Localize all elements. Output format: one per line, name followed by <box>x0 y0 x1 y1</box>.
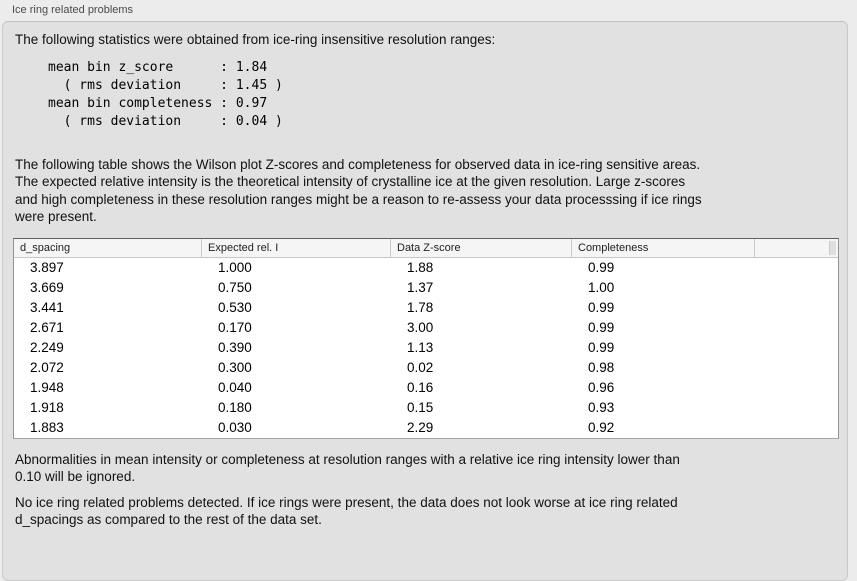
table-row[interactable]: 3.669 0.750 1.37 1.00 <box>14 278 838 298</box>
table-cell: 1.37 <box>407 279 434 295</box>
column-header[interactable]: Completeness <box>572 238 755 257</box>
table-cell: 0.99 <box>588 319 615 335</box>
table-cell: 0.92 <box>588 419 615 435</box>
table-cell: 0.98 <box>588 359 615 375</box>
table-row[interactable]: 1.883 0.030 2.29 0.92 <box>14 418 838 438</box>
table-cell: 0.99 <box>588 339 615 355</box>
table-cell: 0.170 <box>218 319 252 335</box>
summary-stats-block: mean bin z_score : 1.84 ( rms deviation … <box>48 59 283 129</box>
table-body: 3.897 1.000 1.88 0.99 3.669 0.750 1.37 1.00 3.44… <box>14 258 838 438</box>
table-cell: 2.671 <box>30 319 64 335</box>
table-cell: 0.750 <box>218 279 252 295</box>
intro-text: The following statistics were obtained f… <box>15 32 496 47</box>
table-description: The following table shows the Wilson plo… <box>15 156 702 225</box>
table-cell: 0.93 <box>588 399 615 415</box>
table-cell: 0.99 <box>588 299 615 315</box>
table-cell: 0.96 <box>588 379 615 395</box>
table-cell: 3.441 <box>30 299 64 315</box>
ice-ring-table: d_spacing Expected rel. I Data Z-score Comp… <box>13 237 839 439</box>
table-cell: 1.00 <box>588 279 615 295</box>
table-cell: 2.249 <box>30 339 64 355</box>
table-row[interactable]: 1.918 0.180 0.15 0.93 <box>14 398 838 418</box>
table-cell: 0.180 <box>218 399 252 415</box>
ignore-rule-note: Abnormalities in mean intensity or compl… <box>15 451 680 485</box>
table-cell: 3.00 <box>407 319 434 335</box>
table-header-filler <box>755 239 838 257</box>
table-cell: 1.88 <box>407 259 434 275</box>
table-cell: 0.300 <box>218 359 252 375</box>
table-row[interactable]: 2.671 0.170 3.00 0.99 <box>14 318 838 338</box>
panel-title: Ice ring related problems <box>12 4 134 16</box>
table-row[interactable]: 1.948 0.040 0.16 0.96 <box>14 378 838 398</box>
table-row[interactable]: 3.897 1.000 1.88 0.99 <box>14 258 838 278</box>
table-cell: 3.897 <box>30 259 64 275</box>
table-cell: 1.13 <box>407 339 434 355</box>
table-cell: 0.15 <box>407 399 434 415</box>
table-cell: 0.16 <box>407 379 434 395</box>
table-cell: 1.78 <box>407 299 434 315</box>
table-cell: 3.669 <box>30 279 64 295</box>
table-cell: 0.99 <box>588 259 615 275</box>
table-cell: 1.948 <box>30 379 64 395</box>
conclusion-note: No ice ring related problems detected. I… <box>15 494 678 528</box>
table-cell: 0.02 <box>407 359 434 375</box>
table-row[interactable]: 2.249 0.390 1.13 0.99 <box>14 338 838 358</box>
column-header[interactable]: Data Z-score <box>391 238 572 257</box>
header-scroll-corner <box>829 240 836 255</box>
table-cell: 0.390 <box>218 339 252 355</box>
table-cell: 1.000 <box>218 259 252 275</box>
table-cell: 1.883 <box>30 419 64 435</box>
table-cell: 0.530 <box>218 299 252 315</box>
table-cell: 0.040 <box>218 379 252 395</box>
table-cell: 2.072 <box>30 359 64 375</box>
column-header[interactable]: Expected rel. I <box>202 238 391 257</box>
column-header[interactable]: d_spacing <box>14 238 202 257</box>
table-row[interactable]: 2.072 0.300 0.02 0.98 <box>14 358 838 378</box>
table-header: d_spacing Expected rel. I Data Z-score Comp… <box>14 238 838 258</box>
table-row[interactable]: 3.441 0.530 1.78 0.99 <box>14 298 838 318</box>
table-cell: 1.918 <box>30 399 64 415</box>
group-box: The following statistics were obtained f… <box>2 21 848 581</box>
table-cell: 0.030 <box>218 419 252 435</box>
table-cell: 2.29 <box>407 419 434 435</box>
